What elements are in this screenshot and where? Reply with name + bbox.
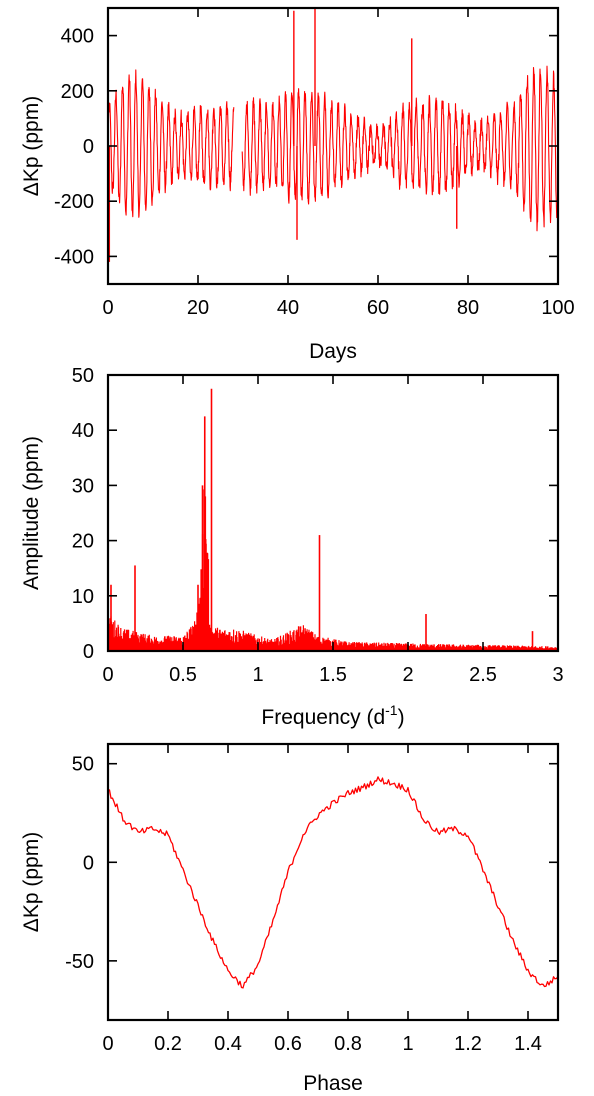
light-curve-x-axis-label: Days <box>309 340 357 363</box>
light-curve-y-tick-label: 400 <box>61 26 94 48</box>
phase-curve-x-tick-label: 0.6 <box>274 1033 302 1055</box>
x-axis-label-main: Frequency (d <box>261 706 385 729</box>
light-curve-y-tick-label: 0 <box>83 136 94 158</box>
amplitude-spectrum-y-tick-label: 50 <box>72 365 94 387</box>
phase-curve-series <box>108 776 558 989</box>
light-curve-x-tick-label: 60 <box>367 297 389 319</box>
light-curve-x-tick-label: 100 <box>541 297 574 319</box>
phase-curve-x-axis-label: Phase <box>303 1072 363 1095</box>
amplitude-spectrum-x-tick-labels: 0 0.5 1 1.5 2 2.5 3 <box>102 664 563 686</box>
phase-curve-panel: 0 0.2 0.4 0.6 0.8 1 1.2 1.4 50 0 -50 Phase ΔKp (p… <box>20 742 560 1095</box>
amplitude-spectrum-x-tick-label: 0.5 <box>169 664 197 686</box>
amplitude-spectrum-y-tick-labels: 50 40 30 20 10 0 <box>72 365 94 663</box>
amplitude-spectrum-frame <box>106 373 560 653</box>
x-axis-label-suffix: ) <box>398 706 405 729</box>
light-curve-y-tick-label: -400 <box>54 246 94 268</box>
x-axis-label-superscript: -1 <box>385 702 398 718</box>
phase-curve-x-tick-label: 0.8 <box>334 1033 362 1055</box>
light-curve-series <box>108 65 558 232</box>
light-curve-y-tick-label: 200 <box>61 81 94 103</box>
light-curve-y-axis-label: ΔKp (ppm) <box>20 96 43 196</box>
amplitude-spectrum-panel: 0 0.5 1 1.5 2 2.5 3 50 40 30 20 10 0 Frequency (d-1… <box>20 365 564 729</box>
phase-curve-x-tick-label: 0.4 <box>214 1033 242 1055</box>
light-curve-x-tick-label: 0 <box>102 297 113 319</box>
light-curve-x-tick-label: 80 <box>457 297 479 319</box>
amplitude-spectrum-y-tick-label: 0 <box>83 641 94 663</box>
amplitude-spectrum-x-axis-label: Frequency (d-1) <box>261 702 404 729</box>
light-curve-x-tick-labels: 0 20 40 60 80 100 <box>102 297 574 319</box>
phase-curve-y-tick-label: -50 <box>65 951 94 973</box>
amplitude-spectrum-x-tick-label: 3 <box>552 664 563 686</box>
phase-curve-x-tick-label: 1.4 <box>514 1033 542 1055</box>
phase-curve-frame <box>106 742 560 1022</box>
light-curve-x-tick-label: 20 <box>187 297 209 319</box>
phase-curve-x-tick-label: 0.2 <box>154 1033 182 1055</box>
phase-curve-ticks <box>107 744 558 1020</box>
amplitude-spectrum-x-tick-label: 1 <box>252 664 263 686</box>
amplitude-spectrum-y-tick-label: 40 <box>72 420 94 442</box>
light-curve-y-tick-labels: 400 200 0 -200 -400 <box>54 26 94 269</box>
amplitude-spectrum-ticks <box>107 374 559 652</box>
phase-curve-x-tick-labels: 0 0.2 0.4 0.6 0.8 1 1.2 1.4 <box>102 1033 541 1055</box>
amplitude-spectrum-x-tick-label: 1.5 <box>319 664 347 686</box>
amplitude-spectrum-x-tick-label: 2.5 <box>469 664 497 686</box>
amplitude-spectrum-series <box>108 489 558 651</box>
light-curve-y-tick-label: -200 <box>54 191 94 213</box>
phase-curve-y-tick-label: 50 <box>72 754 94 776</box>
phase-curve-x-tick-label: 1 <box>402 1033 413 1055</box>
light-curve-x-tick-label: 40 <box>277 297 299 319</box>
amplitude-spectrum-plot-area <box>108 388 558 651</box>
amplitude-spectrum-x-tick-label: 0 <box>102 664 113 686</box>
phase-curve-y-axis-label: ΔKp (ppm) <box>20 832 43 932</box>
phase-curve-y-tick-labels: 50 0 -50 <box>65 754 94 973</box>
phase-curve-x-tick-label: 1.2 <box>454 1033 482 1055</box>
phase-curve-x-tick-label: 0 <box>102 1033 113 1055</box>
amplitude-spectrum-y-tick-label: 30 <box>72 475 94 497</box>
phase-curve-plot-area <box>108 776 558 989</box>
light-curve-plot-area <box>108 8 558 262</box>
light-curve-ticks <box>107 8 559 284</box>
amplitude-spectrum-x-tick-label: 2 <box>402 664 413 686</box>
amplitude-spectrum-y-tick-label: 10 <box>72 586 94 608</box>
amplitude-spectrum-y-tick-label: 20 <box>72 531 94 553</box>
light-curve-panel: 0 20 40 60 80 100 400 200 0 -200 -400 Days ΔKp (p… <box>20 6 575 363</box>
amplitude-spectrum-y-axis-label: Amplitude (ppm) <box>20 436 43 590</box>
phase-curve-y-tick-label: 0 <box>83 852 94 874</box>
